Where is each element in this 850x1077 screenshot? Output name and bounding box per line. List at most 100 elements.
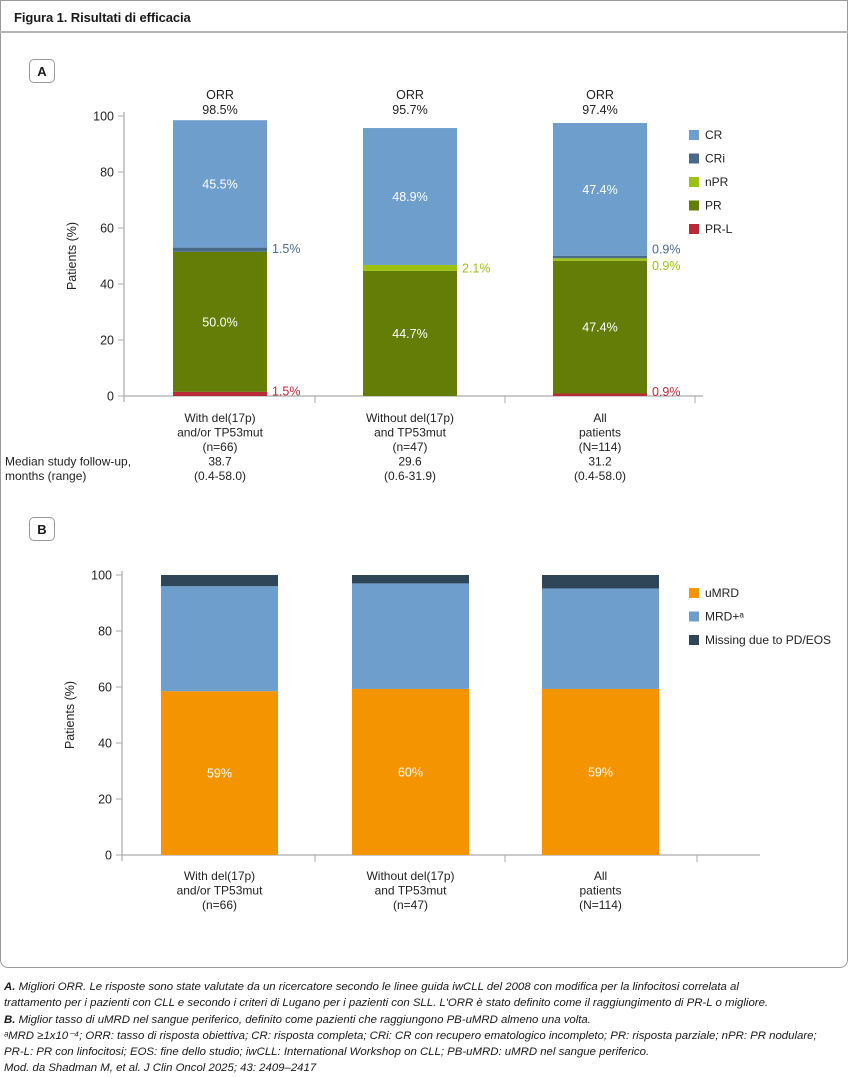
bar-segment-missing bbox=[161, 575, 278, 587]
y-tick-label: 60 bbox=[100, 222, 114, 236]
footnote-abbreviations-2: PR-L: PR con linfocitosi; EOS: fine dell… bbox=[4, 1046, 650, 1059]
chart-a: 0 20 40 60 80 100 Patients (%) 1.5% 50.0% 1.5% 45.… bbox=[5, 88, 733, 483]
bar-segment-missing bbox=[352, 575, 469, 584]
data-label: 45.5% bbox=[202, 177, 237, 191]
y-tick-label: 80 bbox=[98, 625, 112, 639]
footnote-a-text-1: Migliori ORR. Le risposte sono state val… bbox=[15, 981, 739, 993]
data-label: 1.5% bbox=[272, 242, 301, 256]
data-label: 0.9% bbox=[652, 385, 681, 399]
legend-swatch bbox=[689, 588, 699, 598]
bar-segment-cri bbox=[553, 255, 647, 259]
category-label: and/or TP53mut bbox=[177, 426, 263, 440]
followup-value: 29.6 bbox=[398, 455, 422, 469]
footnotes: A. Migliori ORR. Le risposte sono state … bbox=[4, 979, 849, 1077]
bar-segment-cr bbox=[553, 123, 647, 256]
data-label: 47.4% bbox=[582, 183, 617, 197]
category-label: With del(17p) bbox=[184, 869, 255, 883]
bar-segment-cr bbox=[363, 128, 457, 265]
y-tick-label: 0 bbox=[107, 390, 114, 404]
bar-segment-mrd bbox=[352, 583, 469, 689]
bar-segment-pr bbox=[173, 251, 267, 392]
legend-label: Missing due to PD/EOS bbox=[705, 633, 831, 647]
bar-segment-prl bbox=[553, 393, 647, 396]
data-label: 0.9% bbox=[652, 242, 681, 256]
legend-label: PR-L bbox=[705, 222, 733, 236]
footnote-source: Mod. da Shadman M, et al. J Clin Oncol 2… bbox=[4, 1062, 317, 1075]
orr-value: 97.4% bbox=[582, 103, 617, 117]
category-label: All bbox=[594, 869, 607, 883]
y-tick-label: 80 bbox=[100, 166, 114, 180]
y-tick-label: 100 bbox=[93, 110, 114, 124]
data-label: 2.1% bbox=[462, 261, 491, 275]
legend-label: MRD+ᵃ bbox=[705, 610, 744, 624]
chart-b: 0 20 40 60 80 100 Patients (%) 59% With del(17p)… bbox=[63, 569, 831, 913]
data-label: 1.5% bbox=[272, 384, 301, 398]
bar-segment-npr bbox=[553, 258, 647, 261]
footnote-a-marker: A. bbox=[4, 981, 16, 993]
bar-segment-cr bbox=[173, 120, 267, 248]
category-label: Without del(17p) bbox=[366, 869, 454, 883]
y-tick-label: 60 bbox=[98, 681, 112, 695]
legend-swatch bbox=[689, 200, 699, 211]
y-tick-label: 0 bbox=[105, 849, 112, 863]
category-label: (N=114) bbox=[579, 440, 622, 454]
data-label: 44.7% bbox=[392, 327, 427, 341]
figure-header: Figura 1. Risultati di efficacia bbox=[0, 0, 848, 33]
footnote-b: B. Miglior tasso di uMRD nel sangue peri… bbox=[4, 1012, 849, 1028]
orr-value: 95.7% bbox=[392, 103, 427, 117]
legend-swatch bbox=[689, 635, 699, 645]
followup-label: months (range) bbox=[5, 469, 86, 483]
category-label: All bbox=[593, 411, 606, 425]
bar-segment-mrd bbox=[161, 586, 278, 692]
data-label: 50.0% bbox=[202, 315, 237, 329]
legend-label: nPR bbox=[705, 175, 729, 189]
data-label: 59% bbox=[588, 765, 613, 779]
category-label: and TP53mut bbox=[375, 884, 447, 898]
legend-label: CRi bbox=[705, 152, 725, 166]
category-label: (n=47) bbox=[393, 898, 428, 912]
bar-segment-pr bbox=[363, 270, 457, 396]
legend-swatch bbox=[689, 177, 699, 187]
category-label: and/or TP53mut bbox=[177, 884, 263, 898]
orr-title: ORR bbox=[586, 88, 614, 102]
category-label: (n=47) bbox=[392, 440, 427, 454]
footnote-b-marker: B. bbox=[4, 1013, 16, 1026]
legend-swatch bbox=[689, 153, 699, 164]
category-label: patients bbox=[579, 426, 621, 440]
followup-label: Median study follow-up, bbox=[5, 455, 131, 469]
panel-label-b: B bbox=[29, 517, 55, 541]
bar-segment-cri bbox=[173, 247, 267, 252]
data-label: 47.4% bbox=[582, 321, 617, 335]
legend-label: uMRD bbox=[705, 586, 739, 600]
legend-swatch bbox=[689, 611, 699, 622]
bar-segment-npr bbox=[363, 264, 457, 271]
category-label: patients bbox=[579, 884, 621, 898]
orr-title: ORR bbox=[206, 88, 234, 102]
footnote-b-text: Miglior tasso di uMRD nel sangue perifer… bbox=[15, 1013, 591, 1026]
bar-segment-prl bbox=[173, 391, 267, 396]
footnote-a-cont: trattamento per i pazienti con CLL e sec… bbox=[4, 997, 769, 1010]
data-label: 0.9% bbox=[652, 259, 681, 273]
figure-frame bbox=[0, 0, 848, 968]
y-tick-label: 100 bbox=[91, 569, 112, 583]
footnote-a: A. Migliori ORR. Le risposte sono state … bbox=[4, 979, 849, 995]
y-tick-label: 20 bbox=[98, 793, 112, 807]
orr-value: 98.5% bbox=[202, 103, 237, 117]
y-tick-label: 20 bbox=[100, 334, 114, 348]
legend-swatch bbox=[689, 130, 699, 140]
followup-value: (0.4-58.0) bbox=[574, 469, 626, 483]
figure-title: Figura 1. Risultati di efficacia bbox=[14, 10, 191, 25]
data-label: 60% bbox=[398, 765, 423, 779]
panel-label-a: A bbox=[29, 59, 55, 83]
legend-label: CR bbox=[705, 128, 723, 142]
orr-title: ORR bbox=[396, 88, 424, 102]
category-label: (n=66) bbox=[202, 898, 237, 912]
category-label: Without del(17p) bbox=[366, 411, 454, 425]
y-tick-label: 40 bbox=[98, 737, 112, 751]
followup-value: (0.6-31.9) bbox=[384, 469, 436, 483]
y-axis-label: Patients (%) bbox=[65, 222, 79, 290]
y-tick-label: 40 bbox=[100, 278, 114, 292]
legend-label: PR bbox=[705, 199, 722, 213]
category-label: (n=66) bbox=[202, 440, 237, 454]
followup-value: 31.2 bbox=[588, 455, 612, 469]
